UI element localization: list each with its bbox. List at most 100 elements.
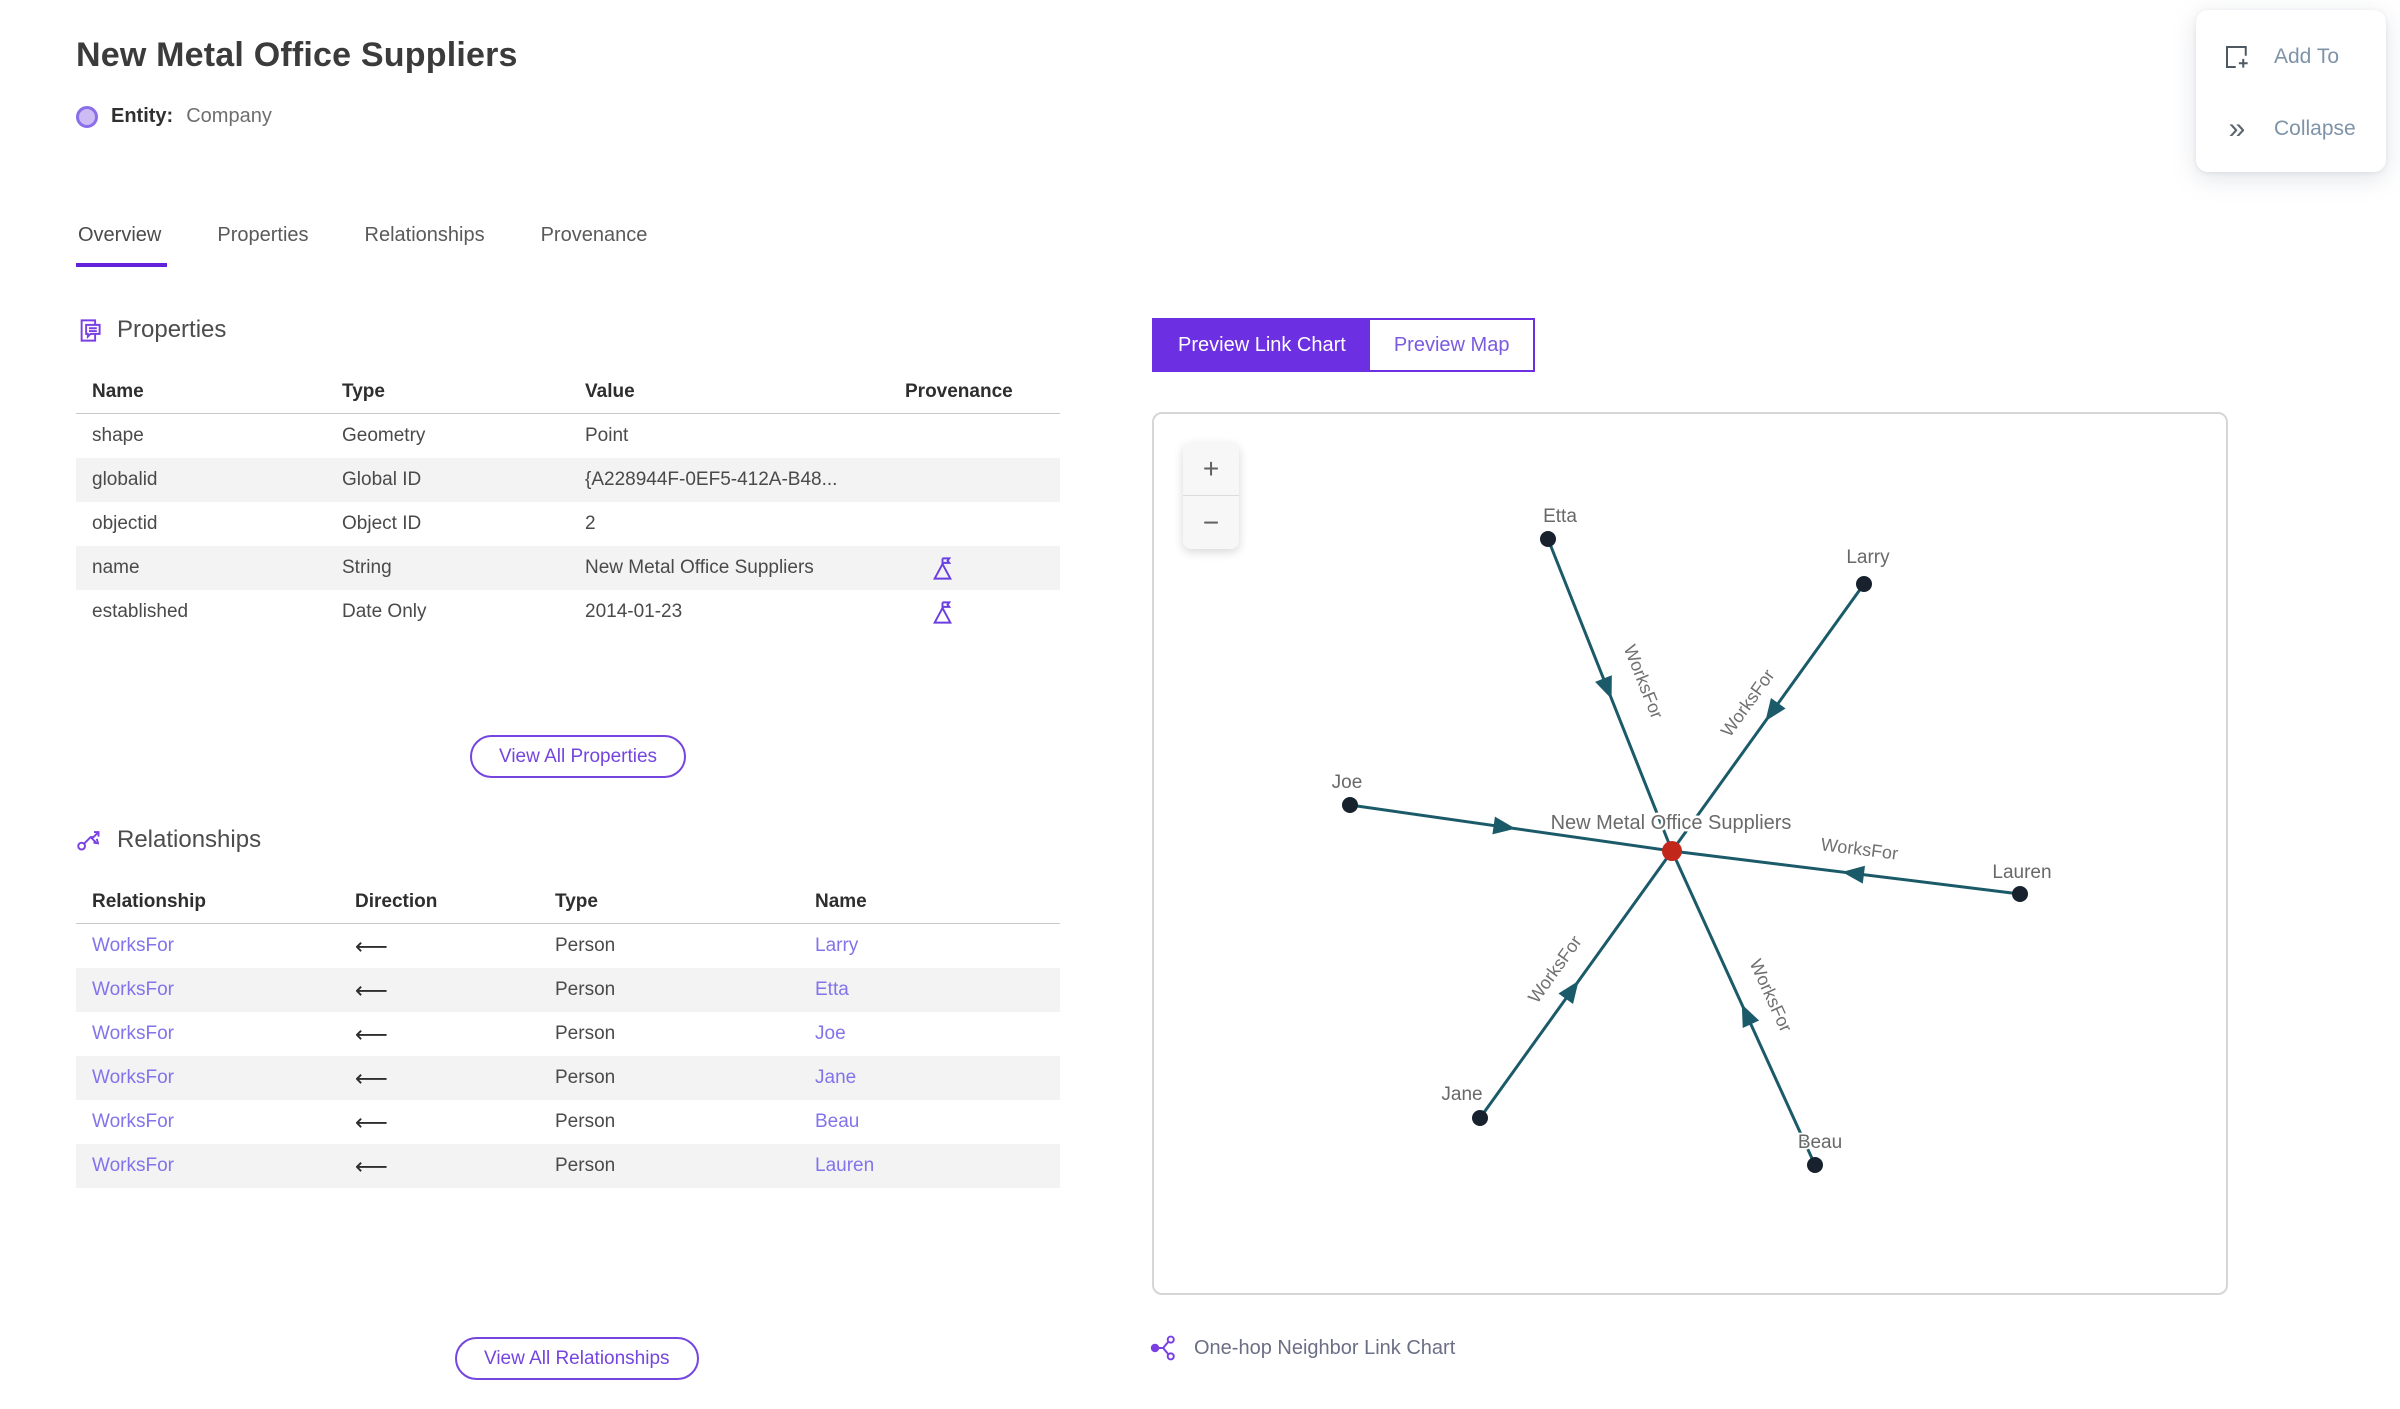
relationship-row: WorksFor ⟵ Person Beau — [76, 1100, 1060, 1144]
add-to-button[interactable]: Add To — [2222, 34, 2386, 80]
relationships-section-title: Relationships — [117, 826, 262, 853]
relationship-link[interactable]: WorksFor — [92, 979, 174, 1000]
column-header-provenance: Provenance — [905, 380, 1013, 402]
relationship-type: Person — [555, 935, 616, 956]
property-provenance — [905, 599, 1060, 626]
direction-arrow: ⟵ — [355, 1108, 388, 1135]
page-title: New Metal Office Suppliers — [76, 36, 518, 74]
property-provenance — [905, 555, 1060, 582]
svg-text:WorksFor: WorksFor — [1620, 642, 1667, 722]
tab-overview[interactable]: Overview — [76, 224, 168, 267]
relationship-row: WorksFor ⟵ Person Larry — [76, 924, 1060, 968]
svg-text:Beau: Beau — [1798, 1132, 1842, 1153]
column-header-value: Value — [585, 380, 635, 402]
column-header-direction: Direction — [355, 890, 438, 912]
relationship-link[interactable]: WorksFor — [92, 1155, 174, 1176]
property-row: name String New Metal Office Suppliers — [76, 546, 1060, 590]
relationship-type: Person — [555, 1111, 616, 1132]
one-hop-caption-row: One-hop Neighbor Link Chart — [1148, 1334, 1455, 1362]
relationship-link[interactable]: WorksFor — [92, 1023, 174, 1044]
relationship-row: WorksFor ⟵ Person Joe — [76, 1012, 1060, 1056]
column-header-type: Type — [555, 890, 598, 912]
tab-preview-map[interactable]: Preview Map — [1369, 320, 1534, 370]
person-name-link[interactable]: Beau — [815, 1111, 860, 1132]
view-all-relationships-button[interactable]: View All Relationships — [455, 1337, 699, 1380]
person-name-link[interactable]: Lauren — [815, 1155, 875, 1176]
direction-arrow: ⟵ — [355, 1020, 388, 1047]
svg-text:WorksFor: WorksFor — [1524, 932, 1586, 1007]
svg-text:Etta: Etta — [1543, 506, 1577, 527]
property-name: objectid — [92, 513, 158, 534]
relationship-link[interactable]: WorksFor — [92, 1067, 174, 1088]
entity-type-row: Entity: Company — [76, 105, 272, 128]
link-chart-icon — [1148, 1334, 1176, 1362]
collapse-button[interactable]: » Collapse — [2222, 106, 2386, 152]
property-name: name — [92, 557, 140, 578]
preview-toggle: Preview Link Chart Preview Map — [1152, 318, 1536, 372]
svg-text:Joe: Joe — [1332, 772, 1363, 793]
relationship-link[interactable]: WorksFor — [92, 935, 174, 956]
person-name-link[interactable]: Etta — [815, 979, 849, 1000]
direction-arrow: ⟵ — [355, 1064, 388, 1091]
column-header-relationship: Relationship — [92, 890, 207, 912]
add-to-icon — [2222, 42, 2252, 72]
svg-text:Jane: Jane — [1441, 1084, 1482, 1105]
properties-table-body: shape Geometry Point globalid Global ID … — [76, 414, 1060, 634]
property-value: New Metal Office Suppliers — [585, 557, 814, 578]
direction-arrow: ⟵ — [355, 1152, 388, 1179]
relationship-link[interactable]: WorksFor — [92, 1111, 174, 1132]
person-name-link[interactable]: Joe — [815, 1023, 846, 1044]
property-value: 2014-01-23 — [585, 601, 683, 622]
tab-properties[interactable]: Properties — [217, 224, 309, 246]
relationships-table: Relationship Direction Type Name WorksFo… — [76, 880, 1060, 1188]
property-type: Geometry — [342, 425, 426, 446]
relationships-table-body: WorksFor ⟵ Person Larry WorksFor ⟵ Perso… — [76, 924, 1060, 1188]
tab-preview-link-chart[interactable]: Preview Link Chart — [1154, 320, 1370, 370]
properties-section-header: Properties — [76, 316, 226, 344]
column-header-name: Name — [815, 890, 867, 912]
person-name-link[interactable]: Larry — [815, 935, 859, 956]
relationships-section-header: Relationships — [76, 826, 261, 854]
properties-section-title: Properties — [117, 316, 227, 343]
entity-type-icon — [76, 105, 98, 128]
zoom-out-button[interactable]: − — [1183, 496, 1239, 549]
direction-arrow: ⟵ — [355, 976, 388, 1003]
property-name: established — [92, 601, 189, 622]
tab-relationships[interactable]: Relationships — [364, 224, 485, 246]
link-chart-panel: + − WorksFor WorksFor WorksFor WorksFor Work… — [1152, 412, 2228, 1295]
provenance-flag-icon[interactable] — [929, 555, 956, 582]
properties-table: Name Type Value Provenance shape Geometr… — [76, 370, 1060, 634]
property-type: Date Only — [342, 601, 427, 622]
relationship-type: Person — [555, 979, 616, 1000]
relationship-row: WorksFor ⟵ Person Etta — [76, 968, 1060, 1012]
provenance-flag-icon[interactable] — [929, 599, 956, 626]
zoom-in-button[interactable]: + — [1183, 443, 1239, 496]
property-type: Global ID — [342, 469, 422, 490]
view-all-properties-button[interactable]: View All Properties — [470, 735, 687, 778]
tab-bar: Overview Properties Relationships Proven… — [76, 224, 653, 267]
svg-text:WorksFor: WorksFor — [1717, 666, 1779, 741]
column-header-name: Name — [92, 380, 144, 402]
entity-value: Company — [186, 105, 272, 127]
actions-card: Add To » Collapse — [2196, 10, 2386, 172]
direction-arrow: ⟵ — [355, 932, 388, 959]
svg-text:Lauren: Lauren — [1992, 862, 2051, 883]
svg-text:New Metal Office Suppliers: New Metal Office Suppliers — [1551, 812, 1792, 834]
svg-text:WorksFor: WorksFor — [1820, 834, 1900, 863]
person-name-link[interactable]: Jane — [815, 1067, 857, 1088]
relationship-type: Person — [555, 1155, 616, 1176]
property-row: shape Geometry Point — [76, 414, 1060, 458]
page-note-icon — [76, 317, 103, 344]
property-name: globalid — [92, 469, 158, 490]
relationships-table-header: Relationship Direction Type Name — [76, 880, 1060, 924]
tab-provenance[interactable]: Provenance — [540, 224, 648, 246]
branch-arrows-icon — [76, 827, 103, 854]
property-row: objectid Object ID 2 — [76, 502, 1060, 546]
add-to-label: Add To — [2274, 45, 2339, 68]
property-type: Object ID — [342, 513, 422, 534]
relationship-type: Person — [555, 1067, 616, 1088]
double-chevron-right-icon: » — [2228, 112, 2246, 145]
relationship-row: WorksFor ⟵ Person Jane — [76, 1056, 1060, 1100]
